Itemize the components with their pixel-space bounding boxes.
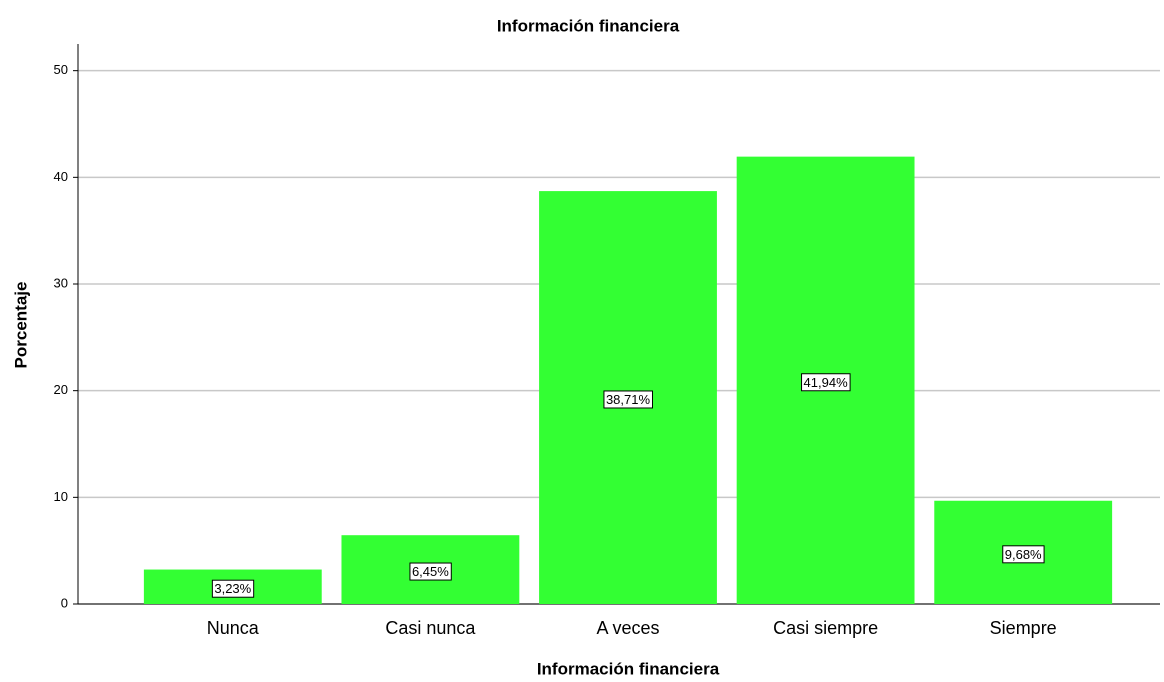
data-label-box: [211, 579, 255, 598]
y-tick-label: 50: [54, 62, 68, 77]
x-axis-title: Información financiera: [537, 659, 720, 678]
x-tick-label: Casi siempre: [773, 618, 878, 638]
data-label-box: [409, 562, 452, 581]
chart-title: Información financiera: [497, 16, 680, 35]
data-label: 9,68%: [1005, 547, 1042, 562]
y-tick-label: 10: [54, 489, 68, 504]
data-label-box: [1002, 545, 1045, 564]
y-axis-title: Porcentaje: [11, 282, 30, 369]
data-label: 3,23%: [214, 581, 251, 596]
y-tick-label: 40: [54, 169, 68, 184]
y-tick-label: 0: [61, 595, 68, 610]
data-label-box: [801, 373, 851, 392]
x-tick-label: Siempre: [990, 618, 1057, 638]
y-tick-label: 30: [54, 275, 68, 290]
data-label: 6,45%: [412, 564, 449, 579]
x-tick-label: Nunca: [207, 618, 260, 638]
x-tick-label: Casi nunca: [385, 618, 476, 638]
data-label: 41,94%: [804, 375, 849, 390]
x-tick-label: A veces: [596, 618, 659, 638]
data-label: 38,71%: [606, 392, 651, 407]
data-label-box: [603, 390, 653, 409]
y-tick-label: 20: [54, 382, 68, 397]
